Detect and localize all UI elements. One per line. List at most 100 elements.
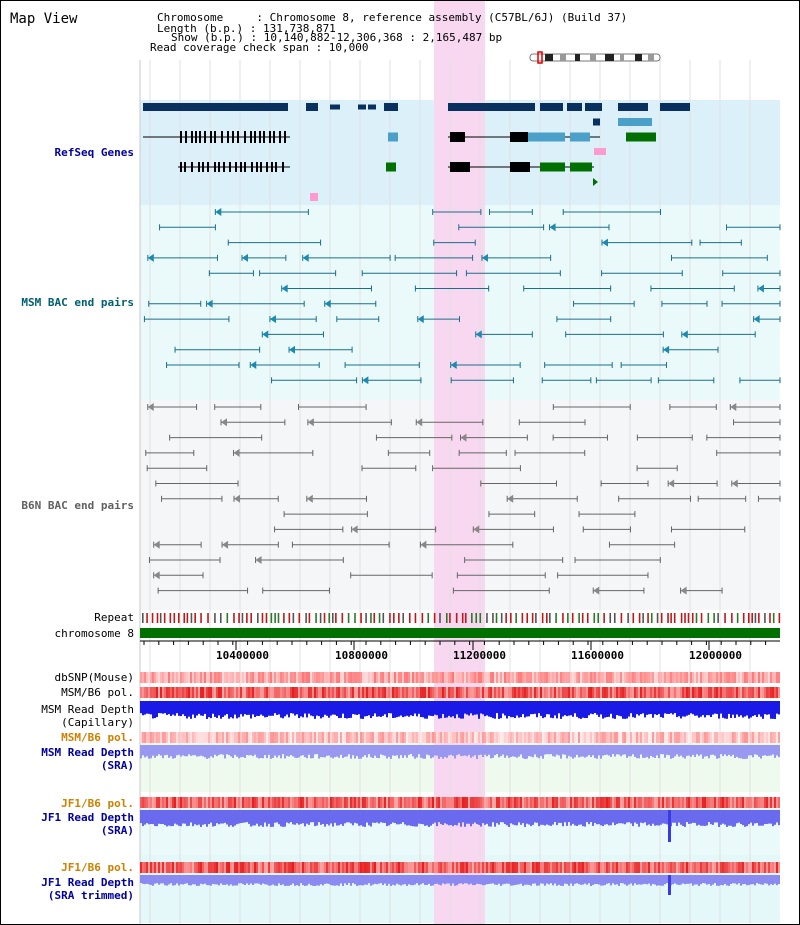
depth-bar [380,810,382,823]
pol-cell [776,797,778,808]
pol-cell [624,797,626,808]
depth-bar [470,745,472,758]
pol-cell [426,862,428,873]
pol-cell [644,797,646,808]
depth-bar [456,745,458,756]
pol-cell [308,862,310,873]
track-label-msm-depth-sra: MSM Read Depth [41,746,134,759]
pol-cell [468,797,470,808]
depth-bar [302,745,304,756]
pol-cell [762,797,764,808]
pol-cell [382,732,384,743]
depth-bar [326,810,328,825]
pol-cell [692,687,694,698]
pol-cell [610,687,612,698]
pol-cell [550,797,552,808]
depth-bar [334,745,336,758]
pol-cell [428,862,430,873]
depth-bar [772,701,774,719]
pol-cell [558,732,560,743]
pol-cell [290,797,292,808]
depth-bar [488,701,490,717]
pol-cell [666,862,668,873]
repeat-mark [393,613,395,623]
repeat-mark [486,613,488,623]
depth-bar [318,810,320,823]
depth-bar [196,875,198,886]
pol-cell [482,862,484,873]
repeat-mark [642,613,644,623]
dbsnp-cell [760,672,762,683]
depth-bar [220,875,222,884]
pol-cell [574,797,576,808]
pol-cell [242,862,244,873]
pol-cell [304,732,306,743]
pol-cell [440,862,442,873]
pol-cell [292,797,294,808]
depth-bar [432,745,434,758]
pol-cell [326,732,328,743]
pol-cell [704,862,706,873]
pol-cell [724,862,726,873]
depth-bar [696,701,698,716]
depth-bar [318,701,320,717]
depth-bar [652,701,654,718]
dbsnp-cell [210,672,212,683]
depth-bar [616,810,618,824]
depth-bar [746,875,748,886]
depth-bar [724,701,726,719]
pol-cell [246,687,248,698]
pol-cell [278,687,280,698]
dbsnp-cell [246,672,248,683]
gene-block [626,132,656,142]
depth-bar [736,745,738,757]
depth-bar [226,810,228,825]
pol-cell [334,687,336,698]
depth-bar [596,745,598,759]
pol-cell [746,687,748,698]
depth-bar [452,745,454,756]
track-label-b6n-bac[interactable]: B6N BAC end pairs [21,499,134,512]
depth-bar [712,701,714,715]
pol-cell [294,687,296,698]
depth-bar [184,745,186,757]
depth-bar [344,745,346,757]
pol-cell [674,797,676,808]
pol-cell [432,687,434,698]
pol-cell [700,687,702,698]
depth-bar [282,745,284,755]
depth-bar [398,701,400,717]
depth-bar [548,701,550,715]
depth-bar [588,745,590,756]
depth-bar [316,875,318,886]
pol-cell [618,687,620,698]
pol-cell [492,797,494,808]
dbsnp-cell [602,672,604,683]
pol-cell [640,732,642,743]
pol-cell [650,732,652,743]
depth-bar [228,745,230,755]
pol-cell [774,862,776,873]
pol-cell [692,732,694,743]
pol-cell [316,687,318,698]
pol-cell [362,732,364,743]
track-label-msm-bac[interactable]: MSM BAC end pairs [21,296,134,309]
pol-cell [388,687,390,698]
pol-cell [564,862,566,873]
exon [269,131,271,143]
depth-bar [322,701,324,718]
pol-cell [516,862,518,873]
dbsnp-cell [334,672,336,683]
pol-cell [414,862,416,873]
repeat-mark [541,613,544,623]
depth-bar [362,701,364,719]
pol-cell [528,732,530,743]
depth-bar [178,745,180,755]
track-label-refseq[interactable]: RefSeq Genes [54,146,134,159]
pol-cell [192,862,194,873]
pol-cell [708,862,710,873]
depth-bar [226,701,228,715]
pol-cell [142,862,144,873]
depth-bar [358,810,360,826]
